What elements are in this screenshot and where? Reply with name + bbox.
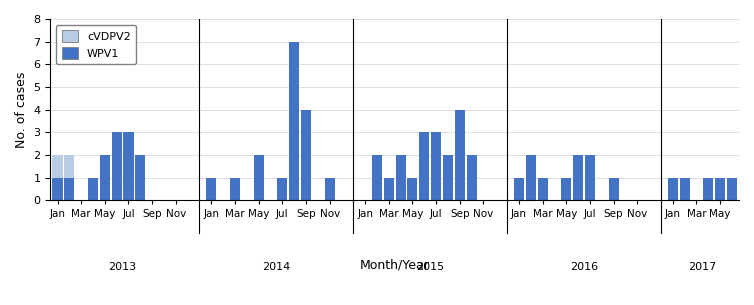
Bar [124,132,133,200]
Bar [715,178,725,200]
Bar [703,178,713,200]
Bar [573,155,583,200]
Legend: cVDPV2, WPV1: cVDPV2, WPV1 [56,25,136,64]
Bar [230,178,240,200]
Bar [301,109,311,200]
Bar [455,109,464,200]
Bar [526,155,536,200]
Bar [431,132,441,200]
Bar [467,155,477,200]
Bar [384,178,394,200]
Text: 2014: 2014 [262,262,290,272]
Bar [443,155,453,200]
Bar [396,155,406,200]
Bar [561,178,572,200]
Bar [407,178,418,200]
Bar [372,155,382,200]
Bar [289,42,299,200]
Bar [668,178,678,200]
Bar [585,155,595,200]
Text: 2016: 2016 [570,262,598,272]
Bar [207,178,216,200]
Bar [100,155,110,200]
Bar [53,155,63,178]
X-axis label: Month/Year: Month/Year [360,258,430,271]
Bar [88,178,98,200]
Bar [608,178,618,200]
Bar [277,178,287,200]
Y-axis label: No. of cases: No. of cases [15,71,28,148]
Bar [679,178,690,200]
Text: 2017: 2017 [688,262,716,272]
Text: 2013: 2013 [109,262,136,272]
Bar [135,155,146,200]
Bar [727,178,737,200]
Bar [112,132,121,200]
Bar [53,178,63,200]
Bar [538,178,547,200]
Bar [325,178,335,200]
Bar [64,155,75,178]
Bar [514,178,524,200]
Bar [419,132,429,200]
Bar [253,155,264,200]
Bar [64,178,75,200]
Text: 2015: 2015 [416,262,444,272]
